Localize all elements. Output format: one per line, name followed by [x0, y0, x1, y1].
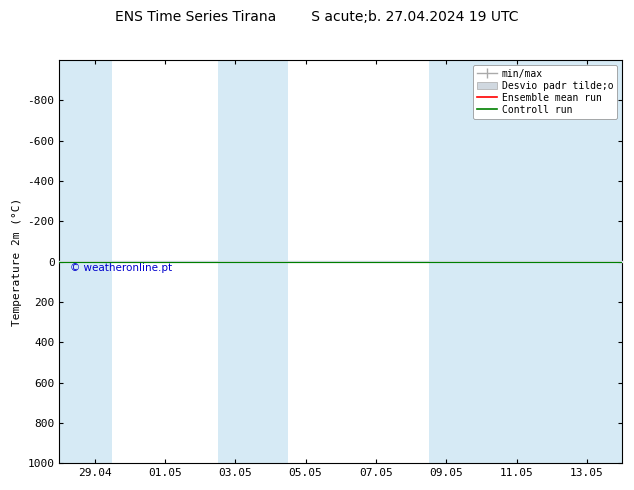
Bar	[429, 60, 622, 463]
Bar	[217, 60, 288, 463]
Text: © weatheronline.pt: © weatheronline.pt	[70, 263, 172, 272]
Bar	[60, 60, 112, 463]
Y-axis label: Temperature 2m (°C): Temperature 2m (°C)	[12, 197, 22, 326]
Legend: min/max, Desvio padr tilde;o, Ensemble mean run, Controll run: min/max, Desvio padr tilde;o, Ensemble m…	[474, 65, 617, 119]
Text: ENS Time Series Tirana        S acute;b. 27.04.2024 19 UTC: ENS Time Series Tirana S acute;b. 27.04.…	[115, 10, 519, 24]
